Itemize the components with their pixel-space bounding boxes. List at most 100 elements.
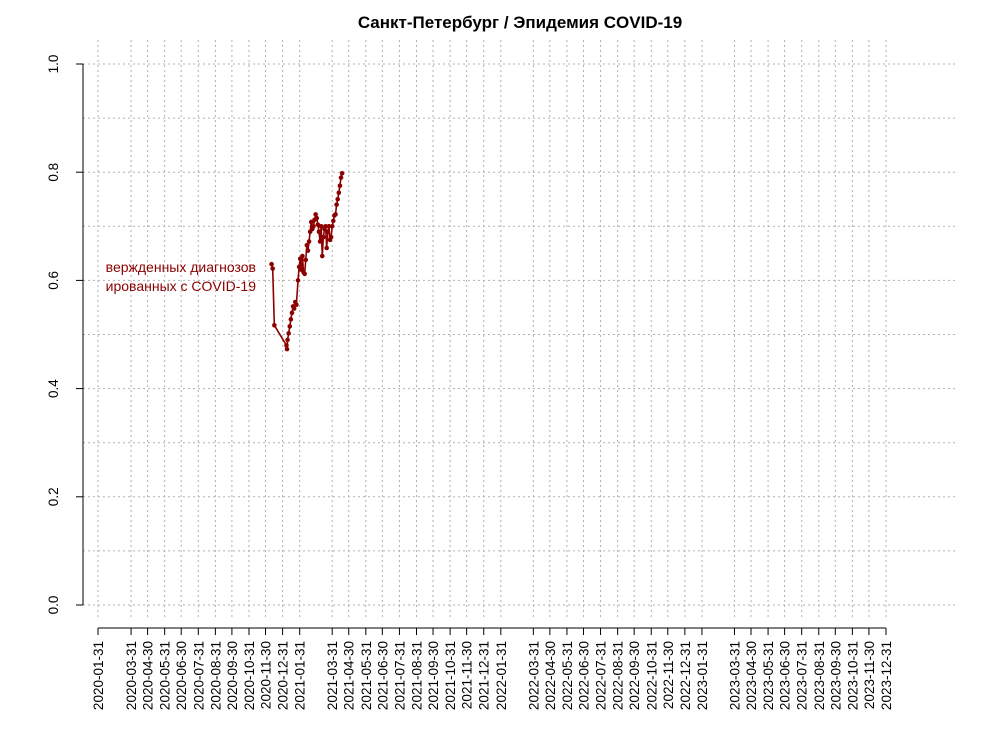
data-point (294, 302, 299, 308)
x-tick-label: 2023-04-30 (744, 641, 759, 710)
data-point (337, 183, 343, 189)
x-tick-label: 2021-12-31 (477, 641, 492, 710)
x-tick-label: 2023-08-31 (812, 641, 827, 710)
x-tick-label: 2022-08-31 (611, 641, 626, 710)
x-tick-label: 2022-06-30 (576, 641, 591, 710)
x-tick-label: 2022-03-31 (526, 641, 541, 710)
series (269, 170, 345, 352)
data-point (289, 310, 295, 316)
x-tick-label: 2021-05-31 (359, 641, 374, 710)
data-point (303, 257, 309, 263)
x-tick-label: 2023-11-30 (862, 641, 877, 709)
data-point (270, 266, 275, 271)
y-tick-label: 0.0 (46, 596, 61, 615)
x-tick-label: 2022-05-31 (560, 641, 575, 710)
data-point (286, 331, 291, 336)
data-point (314, 215, 320, 221)
data-point (308, 219, 314, 225)
chart-title: Санкт-Петербург / Эпидемия COVID-19 (358, 13, 682, 32)
x-tick-label: 2020-10-31 (242, 641, 257, 710)
data-point (269, 261, 274, 267)
x-tick-label: 2022-07-31 (594, 641, 609, 710)
x-tick-label: 2020-06-30 (174, 641, 189, 710)
data-point (317, 239, 323, 244)
y-tick-label: 0.8 (46, 163, 61, 182)
data-point (272, 323, 277, 328)
data-point (338, 175, 344, 180)
x-tick-label: 2021-08-31 (410, 641, 425, 710)
x-tick-label: 2020-12-31 (276, 641, 291, 710)
x-tick-label: 2020-03-31 (124, 641, 139, 710)
data-point (284, 343, 289, 348)
x-tick-label: 2021-07-31 (392, 641, 407, 710)
data-point (334, 202, 339, 207)
x-tick-label: 2021-10-31 (443, 641, 458, 710)
x-tick-label: 2023-01-31 (695, 641, 710, 710)
x-tick-label: 2020-01-31 (91, 641, 106, 710)
data-point (335, 196, 341, 202)
series-segment (271, 268, 276, 326)
x-tick-label: 2020-04-30 (141, 641, 156, 710)
x-tick-label: 2020-11-30 (259, 641, 274, 709)
x-tick-label: 2022-04-30 (543, 641, 558, 710)
x-tick-label: 2021-11-30 (460, 641, 475, 709)
data-point (311, 224, 316, 229)
x-tick-label: 2023-06-30 (778, 641, 793, 710)
grid (83, 40, 958, 619)
x-tick-label: 2023-12-31 (879, 641, 894, 710)
x-tick-label: 2020-09-30 (225, 641, 240, 710)
data-point (328, 234, 334, 240)
data-point (336, 190, 342, 196)
data-point (291, 306, 297, 311)
annotation-line-2: ированных с COVID-19 (106, 278, 257, 294)
data-point (318, 224, 324, 229)
series-segment (321, 237, 325, 257)
x-tick-label: 2020-05-31 (158, 641, 173, 710)
data-point (305, 248, 311, 253)
data-point (313, 212, 318, 217)
data-point (319, 253, 325, 259)
data-point (306, 239, 312, 244)
x-tick-label: 2021-03-31 (325, 641, 340, 710)
data-point (329, 224, 335, 229)
data-point (287, 324, 293, 329)
data-point (325, 229, 331, 235)
y-tick-label: 0.4 (46, 379, 61, 398)
data-point (330, 218, 336, 224)
x-tick-label: 2022-09-30 (627, 641, 642, 710)
x-tick-label: 2022-12-31 (678, 641, 693, 710)
x-tick-label: 2021-06-30 (375, 641, 390, 710)
x-tick-label: 2020-08-31 (208, 641, 223, 710)
x-tick-label: 2023-09-30 (828, 641, 843, 710)
x-tick-label: 2021-04-30 (342, 641, 357, 710)
data-point (339, 170, 345, 176)
x-tick-label: 2023-07-31 (795, 641, 810, 710)
data-point (288, 317, 294, 322)
y-tick-label: 0.2 (46, 487, 61, 506)
x-tick-label: 2023-03-31 (727, 641, 742, 710)
data-point (333, 212, 338, 217)
x-tick-label: 2023-05-31 (761, 641, 776, 710)
data-point (324, 245, 329, 251)
y-tick-label: 1.0 (46, 55, 61, 74)
data-point (323, 224, 328, 229)
x-tick-label: 2023-10-31 (845, 641, 860, 710)
annotation-line-1: вержденных диагнозов (106, 259, 256, 275)
data-point (326, 224, 332, 229)
x-tick-label: 2021-09-30 (426, 641, 441, 710)
data-point (321, 234, 326, 240)
data-point (284, 346, 290, 352)
x-tick-label: 2022-11-30 (661, 641, 676, 709)
data-point (285, 337, 290, 343)
data-point (316, 229, 322, 235)
y-tick-label: 0.6 (46, 271, 61, 290)
annotation: вержденных диагнозов ированных с COVID-1… (106, 259, 257, 294)
data-point (302, 271, 307, 277)
x-tick-label: 2022-10-31 (644, 641, 659, 710)
series-segment (273, 324, 288, 346)
data-point (295, 278, 301, 283)
data-point (300, 253, 305, 259)
series-segment (325, 231, 329, 248)
